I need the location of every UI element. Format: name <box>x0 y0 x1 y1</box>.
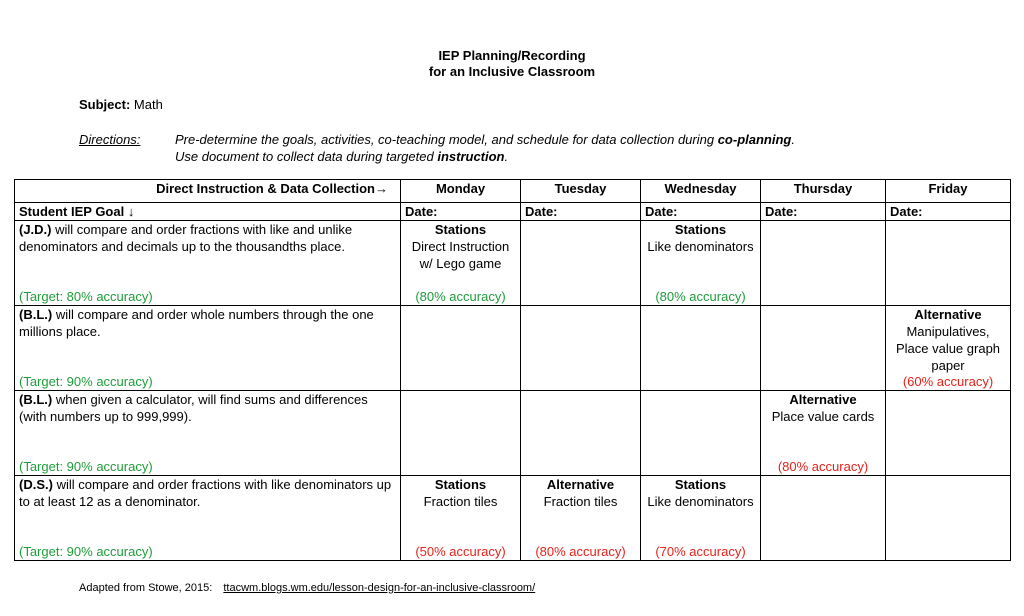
activity-cell: Stations Like denominators (70% accuracy) <box>640 475 761 561</box>
goal-target: (Target: 90% accuracy) <box>19 544 153 559</box>
activity-detail: Like denominators <box>647 494 754 509</box>
accuracy-result: (70% accuracy) <box>655 544 746 559</box>
activity-title: Stations <box>674 222 727 237</box>
goal-target: (Target: 90% accuracy) <box>19 374 153 389</box>
header-row-dates: Student IEP Goal ↓ Date: Date: Date: Dat… <box>14 202 1011 221</box>
activity-cell <box>640 390 761 476</box>
directions-label: Directions: <box>79 132 141 147</box>
student-initials: (B.L.) <box>19 392 53 407</box>
iep-table: Direct Instruction & Data Collection→ Mo… <box>14 179 1011 561</box>
goal-cell: (D.S.) will compare and order fractions … <box>14 475 401 561</box>
directions-line-2-text: Use document to collect data during targ… <box>175 149 438 164</box>
accuracy-result: (60% accuracy) <box>902 374 994 389</box>
directions-line-1-end: . <box>791 132 795 147</box>
accuracy-result: (50% accuracy) <box>415 544 506 559</box>
activity-detail: Fraction tiles <box>423 494 498 509</box>
day-header-tuesday: Tuesday <box>520 179 641 203</box>
date-label: Date: <box>885 202 1011 221</box>
goal-cell: (J.D.) will compare and order fractions … <box>14 220 401 306</box>
activity-detail: Place value cards <box>771 409 875 424</box>
subject-line: Subject: Math <box>79 97 163 112</box>
activity-cell <box>520 390 641 476</box>
activity-detail: Direct Instruction w/ Lego game <box>411 239 510 271</box>
activity-title: Stations <box>674 477 727 492</box>
header-row-days: Direct Instruction & Data Collection→ Mo… <box>14 179 1011 203</box>
goal-text: (J.D.) will compare and order fractions … <box>19 221 396 255</box>
directions-line-1: Pre-determine the goals, activities, co-… <box>175 131 935 148</box>
goal-cell: (B.L.) will compare and order whole numb… <box>14 305 401 391</box>
directions-line-1-bold: co-planning <box>717 132 792 147</box>
activity-cell <box>400 390 521 476</box>
document-title: IEP Planning/Recording for an Inclusive … <box>0 48 1024 80</box>
goal-text: (B.L.) will compare and order whole numb… <box>19 306 396 340</box>
activity-cell <box>640 305 761 391</box>
date-label: Date: <box>520 202 641 221</box>
activity-cell <box>760 305 886 391</box>
direct-instruction-header: Direct Instruction & Data Collection→ <box>14 179 401 203</box>
activity-title: Stations <box>434 222 487 237</box>
subject-value: Math <box>133 97 163 112</box>
goal-text: (B.L.) when given a calculator, will fin… <box>19 391 396 425</box>
directions-line-2-end: . <box>504 149 509 164</box>
title-line-1: IEP Planning/Recording <box>438 48 586 63</box>
student-initials: (D.S.) <box>19 477 53 492</box>
activity-cell <box>760 220 886 306</box>
subject-label: Subject: <box>79 97 131 112</box>
activity-detail: Manipulatives, Place value graph paper <box>895 324 1001 373</box>
goal-target: (Target: 90% accuracy) <box>19 459 153 474</box>
student-initials: (J.D.) <box>19 222 52 237</box>
student-initials: (B.L.) <box>19 307 53 322</box>
goal-row: (B.L.) will compare and order whole numb… <box>14 305 1011 391</box>
day-header-friday: Friday <box>885 179 1011 203</box>
activity-cell: Stations Direct Instruction w/ Lego game (… <box>400 220 521 306</box>
date-label: Date: <box>640 202 761 221</box>
activity-title: Stations <box>434 477 487 492</box>
goal-description: will compare and order whole numbers thr… <box>19 307 374 339</box>
activity-cell: Stations Fraction tiles (50% accuracy) <box>400 475 521 561</box>
activity-cell <box>520 305 641 391</box>
footer-credit: Adapted from Stowe, 2015: ttacwm.blogs.w… <box>79 582 535 594</box>
date-label: Date: <box>400 202 521 221</box>
activity-cell <box>520 220 641 306</box>
goal-row: (B.L.) when given a calculator, will fin… <box>14 390 1011 476</box>
activity-cell <box>885 390 1011 476</box>
directions-line-2-bold: instruction <box>437 149 505 164</box>
goal-description: will compare and order fractions with li… <box>19 222 353 254</box>
day-header-monday: Monday <box>400 179 521 203</box>
goal-target: (Target: 80% accuracy) <box>19 289 153 304</box>
goal-row: (J.D.) will compare and order fractions … <box>14 220 1011 306</box>
activity-cell: Alternative Fraction tiles (80% accuracy) <box>520 475 641 561</box>
goal-description: when given a calculator, will find sums … <box>19 392 368 424</box>
activity-title: Alternative <box>914 307 982 322</box>
day-header-thursday: Thursday <box>760 179 886 203</box>
activity-cell <box>760 475 886 561</box>
footer-link[interactable]: ttacwm.blogs.wm.edu/lesson-design-for-an… <box>223 582 536 594</box>
directions-line-2: Use document to collect data during targ… <box>175 148 935 165</box>
day-header-wednesday: Wednesday <box>640 179 761 203</box>
directions-line-1-text: Pre-determine the goals, activities, co-… <box>175 132 718 147</box>
student-goal-header: Student IEP Goal ↓ <box>14 202 401 221</box>
activity-title: Alternative <box>546 477 615 492</box>
footer-text: Adapted from Stowe, 2015: <box>79 582 213 594</box>
activity-cell: Stations Like denominators (80% accuracy) <box>640 220 761 306</box>
activity-cell <box>885 475 1011 561</box>
goal-description: will compare and order fractions with li… <box>19 477 392 509</box>
title-line-2: for an Inclusive Classroom <box>428 64 596 79</box>
activity-title: Alternative <box>789 392 857 407</box>
accuracy-result: (80% accuracy) <box>535 544 626 559</box>
activity-cell <box>885 220 1011 306</box>
accuracy-result: (80% accuracy) <box>415 289 506 304</box>
activity-detail: Like denominators <box>647 239 754 254</box>
accuracy-result: (80% accuracy) <box>655 289 746 304</box>
directions-text: Pre-determine the goals, activities, co-… <box>175 131 935 165</box>
goal-row: (D.S.) will compare and order fractions … <box>14 475 1011 561</box>
activity-detail: Fraction tiles <box>543 494 618 509</box>
accuracy-result: (80% accuracy) <box>777 459 869 474</box>
activity-cell: Alternative Manipulatives, Place value gr… <box>885 305 1011 391</box>
activity-cell: Alternative Place value cards (80% accurac… <box>760 390 886 476</box>
goal-text: (D.S.) will compare and order fractions … <box>19 476 396 510</box>
date-label: Date: <box>760 202 886 221</box>
activity-cell <box>400 305 521 391</box>
goal-cell: (B.L.) when given a calculator, will fin… <box>14 390 401 476</box>
